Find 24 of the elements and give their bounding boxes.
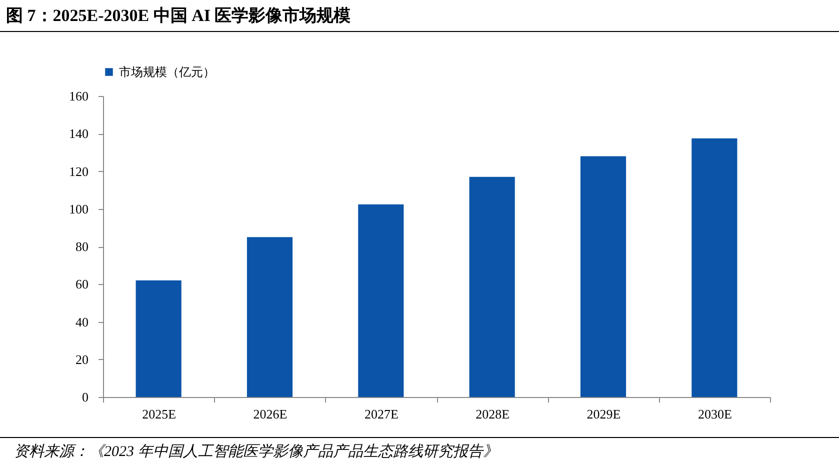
x-tick-label: 2027E	[364, 406, 398, 422]
y-tick-label: 120	[69, 164, 88, 179]
bar	[469, 176, 515, 397]
y-tick-label: 160	[69, 88, 88, 104]
text: 资料来源：《2023 年中国人工智能医学影像产品产品生态路线研究报告》	[14, 442, 498, 461]
bar	[136, 280, 182, 397]
bar	[692, 138, 738, 397]
y-tick-label: 0	[82, 390, 88, 404]
y-tick-label: 80	[76, 239, 88, 254]
y-tick-label: 100	[69, 201, 88, 216]
y-tick-label: 40	[76, 314, 88, 330]
x-tick-label: 2029E	[586, 406, 621, 422]
x-tick-label: 2026E	[253, 406, 288, 422]
x-tick-label: 2025E	[142, 406, 176, 422]
legend-label: 市场规模（亿元）	[119, 65, 215, 79]
x-tick-label: 2028E	[476, 406, 510, 422]
y-tick-label: 140	[69, 126, 88, 142]
bar	[358, 204, 404, 397]
chart-title: 图 7：2025E-2030E 中国 AI 医学影像市场规模	[6, 5, 351, 27]
y-tick-label: 60	[76, 276, 88, 292]
bar	[580, 156, 626, 397]
x-tick-label: 2030E	[698, 406, 732, 422]
bar	[246, 237, 293, 397]
y-tick-label: 20	[76, 352, 88, 367]
